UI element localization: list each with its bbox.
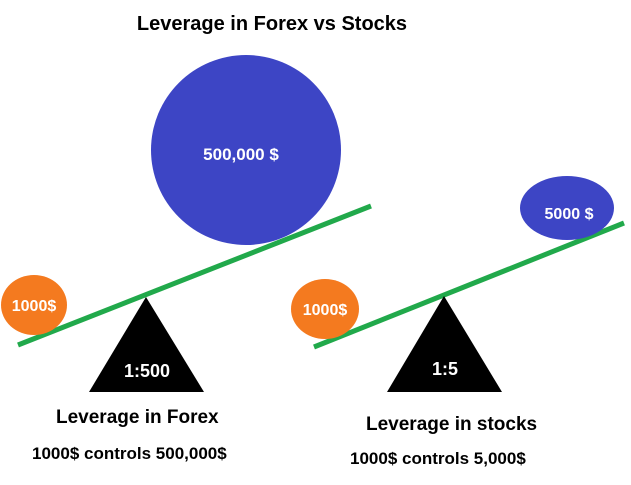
stocks-position-value: 5000 $ (545, 206, 594, 223)
stocks-fulcrum (387, 296, 502, 392)
forex-deposit-circle (1, 275, 67, 335)
forex-position-value: 500,000 $ (203, 145, 279, 164)
stocks-position-circle (520, 176, 614, 240)
stocks-deposit-circle (291, 279, 359, 339)
stocks-seesaw: 5000 $ 1000$ 1:5 (291, 176, 625, 392)
forex-beam (17, 203, 372, 348)
stocks-description: 1000$ controls 5,000$ (350, 449, 526, 468)
forex-ratio: 1:500 (124, 361, 170, 381)
forex-fulcrum (89, 297, 204, 392)
diagram-title: Leverage in Forex vs Stocks (136, 13, 408, 35)
stocks-label: Leverage in stocks (366, 414, 538, 435)
stocks-ratio: 1:5 (432, 359, 458, 379)
forex-deposit-value: 1000$ (12, 298, 57, 315)
forex-position-circle (151, 55, 341, 245)
forex-label: Leverage in Forex (56, 407, 219, 428)
stocks-beam (313, 220, 625, 350)
forex-seesaw: 500,000 $ 1000$ 1:500 (1, 55, 372, 392)
forex-description: 1000$ controls 500,000$ (32, 444, 227, 463)
stocks-deposit-value: 1000$ (303, 302, 348, 319)
